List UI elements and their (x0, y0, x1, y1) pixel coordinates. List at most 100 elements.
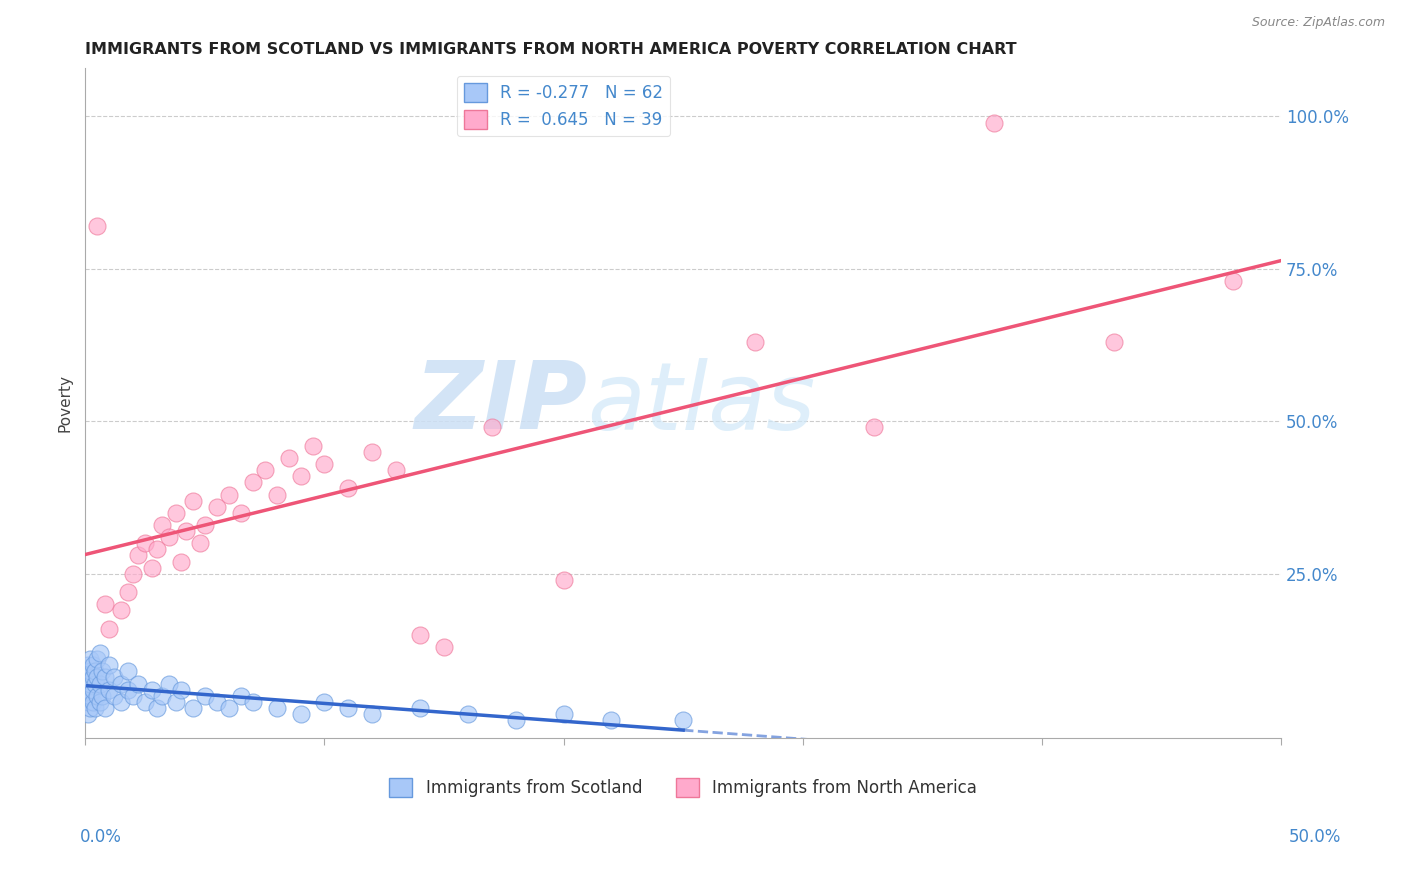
Point (82, 658, 104, 673)
Point (314, 695, 336, 709)
Point (361, 445, 384, 459)
Point (505, 713, 527, 727)
Point (983, 115, 1005, 129)
Point (218, 701, 240, 715)
Point (93, 701, 115, 715)
Point (337, 701, 360, 715)
Point (165, 506, 187, 520)
Legend: Immigrants from Scotland, Immigrants from North America: Immigrants from Scotland, Immigrants fro… (382, 772, 984, 804)
Point (863, 420, 886, 434)
Point (141, 560, 163, 574)
Point (1222, 274, 1244, 288)
Point (117, 665, 139, 679)
Y-axis label: Poverty: Poverty (58, 374, 72, 432)
Point (89, 646, 111, 660)
Point (188, 536, 211, 550)
Point (553, 706, 575, 721)
Point (76, 706, 98, 721)
Point (290, 706, 312, 721)
Point (86, 689, 108, 703)
Point (76, 682, 98, 697)
Point (277, 450, 299, 465)
Point (76, 670, 98, 684)
Point (205, 500, 228, 514)
Point (141, 682, 163, 697)
Point (205, 695, 228, 709)
Point (553, 573, 575, 587)
Point (337, 482, 360, 496)
Point (194, 518, 217, 533)
Point (110, 603, 132, 617)
Text: Source: ZipAtlas.com: Source: ZipAtlas.com (1251, 16, 1385, 29)
Point (84, 701, 107, 715)
Point (79, 652, 101, 666)
Point (457, 706, 479, 721)
Point (242, 695, 264, 709)
Point (146, 701, 169, 715)
Point (91, 665, 114, 679)
Text: 50.0%: 50.0% (1288, 828, 1341, 846)
Point (242, 475, 264, 490)
Point (1102, 334, 1125, 349)
Point (301, 439, 323, 453)
Point (181, 701, 204, 715)
Point (600, 713, 623, 727)
Point (98, 658, 121, 673)
Point (79, 689, 101, 703)
Point (181, 493, 204, 508)
Point (79, 665, 101, 679)
Point (150, 689, 173, 703)
Point (98, 682, 121, 697)
Point (150, 518, 173, 533)
Point (93, 670, 115, 684)
Point (127, 676, 149, 690)
Point (229, 689, 252, 703)
Point (79, 701, 101, 715)
Point (117, 682, 139, 697)
Point (89, 676, 111, 690)
Text: 0.0%: 0.0% (80, 828, 122, 846)
Point (253, 463, 276, 477)
Point (122, 566, 145, 581)
Point (266, 701, 288, 715)
Point (134, 536, 156, 550)
Point (86, 670, 108, 684)
Point (744, 334, 766, 349)
Point (481, 420, 503, 434)
Point (409, 701, 432, 715)
Point (361, 706, 384, 721)
Point (433, 640, 456, 654)
Point (134, 695, 156, 709)
Point (117, 585, 139, 599)
Point (194, 689, 217, 703)
Point (174, 524, 197, 538)
Point (122, 689, 145, 703)
Point (672, 713, 695, 727)
Point (84, 676, 107, 690)
Point (157, 676, 180, 690)
Point (170, 682, 193, 697)
Point (93, 597, 115, 611)
Point (110, 695, 132, 709)
Point (290, 469, 312, 483)
Point (409, 628, 432, 642)
Point (89, 695, 111, 709)
Text: IMMIGRANTS FROM SCOTLAND VS IMMIGRANTS FROM NORTH AMERICA POVERTY CORRELATION CH: IMMIGRANTS FROM SCOTLAND VS IMMIGRANTS F… (86, 42, 1017, 57)
Point (84, 665, 107, 679)
Text: atlas: atlas (588, 358, 815, 449)
Point (86, 219, 108, 234)
Point (229, 506, 252, 520)
Point (82, 682, 104, 697)
Point (82, 695, 104, 709)
Point (103, 689, 125, 703)
Point (314, 457, 336, 471)
Point (110, 676, 132, 690)
Point (127, 549, 149, 563)
Point (76, 695, 98, 709)
Point (79, 676, 101, 690)
Text: ZIP: ZIP (415, 357, 588, 449)
Point (266, 487, 288, 501)
Point (98, 622, 121, 636)
Point (165, 695, 187, 709)
Point (157, 530, 180, 544)
